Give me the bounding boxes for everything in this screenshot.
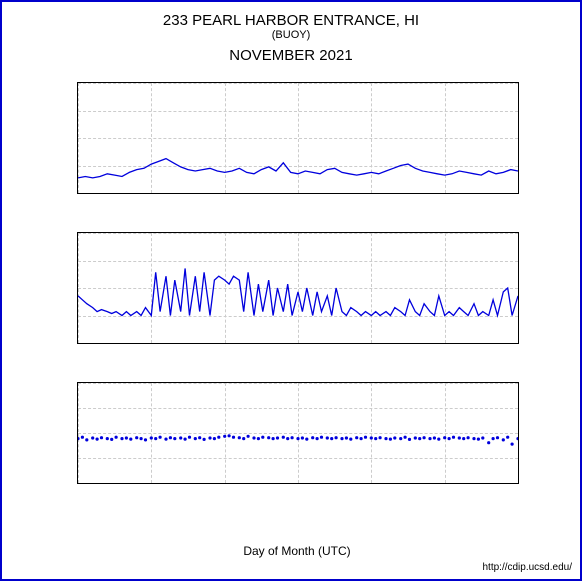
period-title: NOVEMBER 2021: [2, 41, 580, 64]
ytick-left: 90: [77, 452, 78, 464]
xtick: 1: [515, 483, 519, 484]
ytick-left: 14: [77, 282, 78, 294]
series: [78, 383, 518, 483]
plot-area: 0714212816111621261Tp, SEC: [77, 232, 519, 344]
xtick: 16: [292, 193, 304, 194]
xtick: 21: [365, 343, 377, 344]
title-block: 233 PEARL HARBOR ENTRANCE, HI (BUOY) NOV…: [2, 2, 580, 64]
ytick-left: 4: [77, 82, 78, 89]
xtick: 1: [77, 193, 81, 194]
xtick: 1: [77, 483, 81, 484]
ytick-left: 28: [77, 232, 78, 239]
xtick: 26: [439, 483, 451, 484]
plot-area: 0123403.36.69.81316111621261Hs, MHs, Ft: [77, 82, 519, 194]
ytick-right: 3.3: [518, 160, 519, 172]
credit-text: http://cdip.ucsd.edu/: [482, 562, 572, 573]
chart-hs: 0123403.36.69.81316111621261Hs, MHs, Ft: [77, 82, 517, 194]
plot-area: 09018027036016111621261Dp, DEG TN: [77, 382, 519, 484]
xtick: 11: [219, 343, 230, 344]
series: [78, 233, 518, 343]
chart-tp: 0714212816111621261Tp, SEC: [77, 232, 517, 344]
xtick: 1: [77, 343, 81, 344]
xtick: 1: [515, 343, 519, 344]
chart-dp: 09018027036016111621261Dp, DEG TN: [77, 382, 517, 484]
xtick: 21: [365, 483, 377, 484]
xlabel: Day of Month (UTC): [77, 522, 517, 558]
charts-container: 0123403.36.69.81316111621261Hs, MHs, Ft0…: [77, 82, 517, 558]
xtick: 11: [219, 193, 230, 194]
ytick-left: 7: [77, 310, 78, 322]
ytick-left: 360: [77, 382, 78, 389]
xtick: 11: [219, 483, 230, 484]
xtick: 21: [365, 193, 377, 194]
xtick: 26: [439, 193, 451, 194]
chart-frame: 233 PEARL HARBOR ENTRANCE, HI (BUOY) NOV…: [0, 0, 582, 581]
ytick-left: 3: [77, 105, 78, 117]
ytick-left: 270: [77, 402, 78, 414]
subtitle: (BUOY): [2, 29, 580, 41]
ytick-right: 13: [518, 82, 519, 89]
series: [78, 83, 518, 193]
ytick-left: 1: [77, 160, 78, 172]
main-title: 233 PEARL HARBOR ENTRANCE, HI: [2, 12, 580, 29]
ytick-left: 2: [77, 132, 78, 144]
xtick: 16: [292, 343, 304, 344]
ytick-left: 21: [77, 255, 78, 267]
xtick: 26: [439, 343, 451, 344]
ytick-right: 9.8: [518, 105, 519, 117]
xtick: 16: [292, 483, 304, 484]
ytick-right: 6.6: [518, 132, 519, 144]
xtick: 6: [148, 343, 154, 344]
ytick-left: 180: [77, 427, 78, 439]
xtick: 6: [148, 483, 154, 484]
xtick: 6: [148, 193, 154, 194]
xtick: 1: [515, 193, 519, 194]
ytick-right: 0: [518, 187, 519, 194]
